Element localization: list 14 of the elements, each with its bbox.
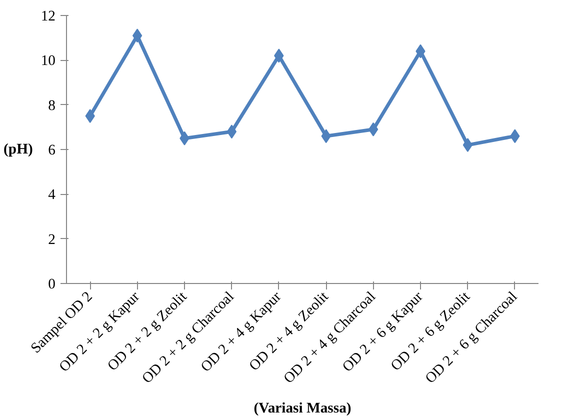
point bbox=[132, 28, 142, 43]
y-tick-label: 2 bbox=[48, 232, 56, 248]
point bbox=[462, 138, 473, 152]
point bbox=[368, 122, 378, 136]
point bbox=[226, 124, 237, 139]
point bbox=[85, 109, 95, 123]
y-tick-label: 6 bbox=[48, 142, 56, 158]
x-axis-title: (Variasi Massa) bbox=[254, 400, 352, 417]
y-tick-label: 12 bbox=[40, 8, 56, 24]
y-tick-label: 4 bbox=[48, 187, 56, 204]
y-tick-label: 8 bbox=[48, 98, 56, 114]
y-tick-label: 0 bbox=[48, 276, 56, 292]
y-axis-title: (pH) bbox=[4, 142, 33, 158]
y-tick-label: 10 bbox=[40, 53, 56, 70]
